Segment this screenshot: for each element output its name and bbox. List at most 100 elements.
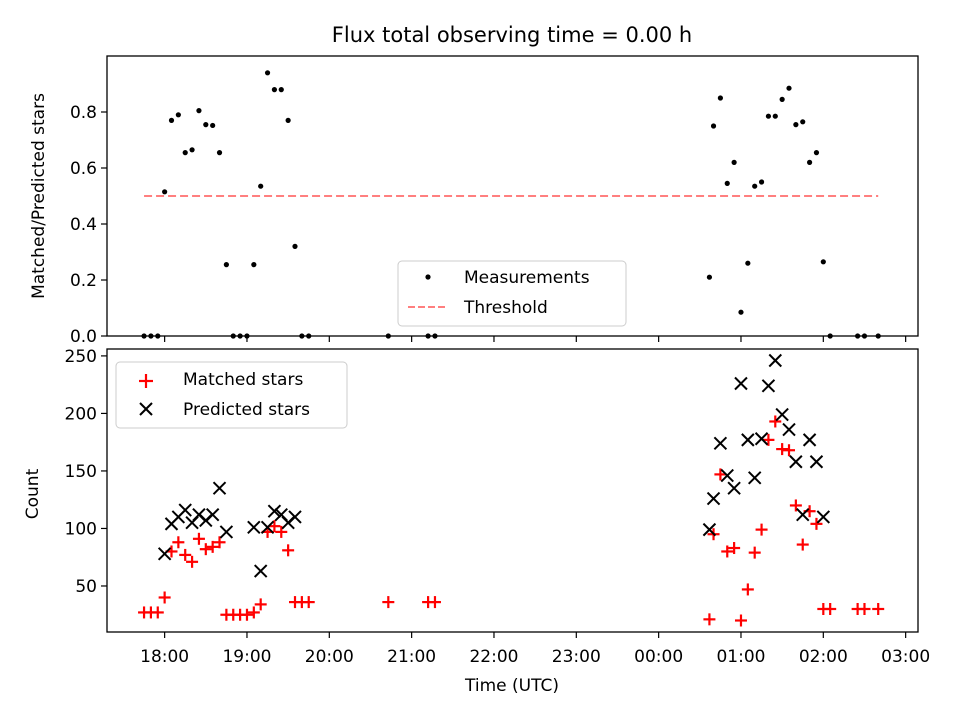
measurement-point [148, 333, 154, 339]
top-panel: Matched/Predicted stars 0.00.20.40.60.8 … [29, 55, 919, 347]
matched-star-point [741, 583, 754, 596]
matched-star-point [254, 598, 267, 611]
bottom-ylabel: Count [23, 468, 43, 519]
matched-star-point [158, 591, 171, 604]
bottom-xtick-label: 01:00 [716, 647, 765, 667]
matched-star-point [721, 545, 734, 558]
predicted-star-point [768, 353, 782, 368]
predicted-star-point [178, 503, 192, 517]
measurement-point [793, 122, 799, 128]
bottom-xtick-label: 21:00 [387, 647, 436, 667]
predicted-star-point [260, 520, 275, 535]
measurement-point [299, 333, 305, 339]
predicted-star-point [267, 504, 282, 518]
measurement-point [385, 333, 391, 339]
measurement-point [203, 122, 209, 128]
measurement-point [731, 159, 737, 165]
predicted-star-point [713, 436, 728, 451]
measurement-point [306, 333, 312, 339]
bottom-xtick-label: 18:00 [140, 647, 189, 667]
legend-predicted-label: Predicted stars [183, 400, 310, 420]
measurement-point [162, 189, 168, 195]
predicted-star-point [789, 455, 803, 469]
matched-star-point [728, 542, 741, 555]
top-legend-box [397, 260, 627, 327]
legend-matched-label: Matched stars [183, 370, 303, 390]
matched-star-point [186, 555, 199, 568]
measurement-point [141, 333, 147, 339]
measurement-point [861, 333, 868, 339]
matched-star-point [302, 596, 315, 609]
bottom-xtick-label: 00:00 [634, 647, 683, 667]
bottom-ytick-label: 200 [65, 404, 97, 424]
matched-star-point [824, 602, 837, 615]
measurement-point [168, 117, 175, 123]
predicted-star-point [212, 481, 227, 495]
bottom-ytick-label: 150 [65, 462, 97, 482]
bottom-xtick-label: 03:00 [881, 647, 930, 667]
measurement-point [175, 112, 181, 118]
matched-star-point [206, 540, 219, 553]
measurement-point [806, 159, 813, 165]
predicted-star-point [219, 525, 234, 539]
top-ytick-label: 0.4 [70, 215, 97, 235]
measurement-point [237, 333, 243, 339]
measurement-point [800, 119, 806, 125]
bottom-xtick-label: 23:00 [552, 647, 601, 667]
bottom-xtick-label: 02:00 [799, 647, 848, 667]
measurement-point [724, 180, 730, 186]
predicted-star-point [782, 422, 796, 437]
bottom-xtick-label: 20:00 [305, 647, 354, 667]
matched-star-point [714, 468, 727, 481]
bottom-legend-box [115, 361, 348, 429]
matched-star-point [382, 596, 395, 609]
matched-star-point [179, 548, 192, 561]
measurement-point [745, 260, 751, 266]
top-ytick-label: 0.2 [70, 271, 97, 291]
measurement-point [230, 333, 236, 339]
legend-predicted-marker [139, 402, 153, 416]
matched-star-point [776, 443, 789, 456]
matched-star-point [703, 613, 716, 626]
measurement-point [432, 333, 438, 339]
predicted-star-point [205, 507, 220, 522]
predicted-star-point [809, 455, 824, 469]
matched-star-point [796, 538, 809, 551]
top-ytick-label: 0.8 [70, 103, 97, 123]
matched-star-point [428, 596, 441, 609]
matched-star-point [810, 517, 823, 530]
measurement-point [855, 333, 861, 339]
bottom-xtick-label: 19:00 [222, 647, 271, 667]
measurement-point [779, 96, 785, 102]
measurement-point [786, 85, 792, 91]
measurement-point [710, 123, 717, 129]
predicted-star-point [775, 407, 789, 422]
measurement-point [758, 179, 765, 185]
measurement-point [706, 274, 713, 280]
measurement-point [875, 333, 881, 339]
top-ylabel: Matched/Predicted stars [29, 93, 49, 299]
matched-star-point [734, 614, 747, 627]
legend-matched-marker [139, 374, 153, 388]
bottom-ytick-label: 100 [65, 519, 97, 539]
predicted-star-point [796, 507, 810, 522]
measurement-point [196, 108, 202, 114]
matched-star-point [268, 520, 281, 533]
bottom-y-ticks: 50 100 150 200 250 [65, 347, 107, 597]
matched-star-point [748, 546, 761, 559]
matched-star-point [247, 606, 260, 619]
measurement-point [425, 333, 431, 339]
legend-threshold-label: Threshold [463, 298, 548, 318]
matched-star-point [199, 543, 212, 556]
figure-title: Flux total observing time = 0.00 h [332, 23, 692, 47]
top-ytick-label: 0.6 [70, 159, 97, 179]
measurement-point [264, 70, 271, 76]
measurement-point [827, 333, 833, 339]
predicted-star-point [157, 547, 172, 561]
predicted-star-point [741, 433, 755, 447]
measurement-point [258, 183, 264, 189]
measurement-point [210, 122, 216, 129]
predicted-star-point [247, 520, 261, 535]
predicted-star-point [702, 522, 717, 537]
measurement-point [820, 259, 826, 265]
